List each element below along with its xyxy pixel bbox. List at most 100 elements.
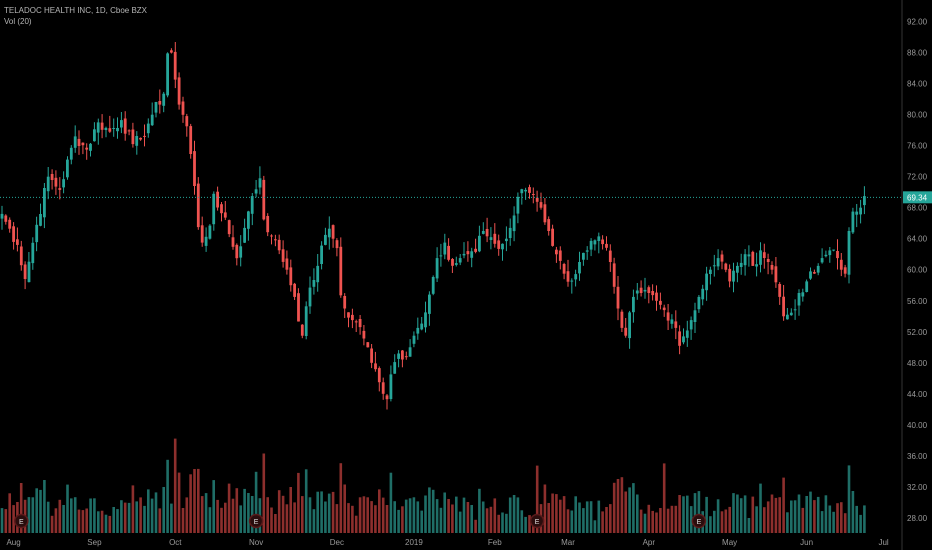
candle-body [639,287,643,293]
candle-body [689,320,693,330]
price-axis[interactable]: 92.00 88.00 84.00 80.00 76.00 72.00 68.00 64.00… [901,0,932,550]
candle-body [585,250,589,252]
volume-bar [266,497,269,533]
candle-body [4,215,8,222]
candle-body [682,336,685,343]
volume-bar [828,505,832,533]
earnings-marker: E [248,513,264,529]
time-axis[interactable]: AugSepOctNovDec2019FebMarAprMayJunJul2 [6,538,932,547]
candle-body [539,202,543,208]
candle-body [277,239,281,251]
volume-bar [93,498,96,533]
volume-bar [582,508,585,533]
volume-bar [420,510,423,533]
candle-body [366,342,370,348]
volume-bar [778,497,781,533]
volume-bar [551,493,554,533]
volume-bar [643,513,647,533]
volume-bar [813,500,816,533]
candle-body [143,135,146,137]
earnings-marker-label: E [254,519,259,526]
candle-body [685,330,689,338]
candle-body [285,258,289,270]
candle-body [335,240,339,249]
volume-bar [50,515,54,533]
candle-body [297,293,300,322]
candle-body [227,220,231,235]
candle-body [678,331,681,346]
volume-bar [166,459,169,533]
volume-bar [112,507,115,533]
candle-body [85,147,89,150]
candle-body [0,213,4,219]
time-tick-label: Nov [249,538,263,547]
price-tick-label: 32.00 [907,483,928,492]
time-tick-label: May [722,538,737,547]
volume-bar [520,510,524,533]
candle-body [12,226,15,242]
candle-body [813,272,816,274]
candle-body [381,382,385,394]
candle-body [755,264,758,267]
volume-bar [401,506,404,533]
candle-body [150,114,154,126]
candle-body [231,237,235,247]
candle-body [616,286,620,309]
volume-bar [801,507,805,533]
candle-body [528,187,531,193]
candle-body [851,211,855,233]
candle-body [836,251,839,259]
volume-bar [378,489,381,533]
price-tick-label: 88.00 [907,49,928,58]
candle-body [805,281,809,292]
candle-body [339,246,343,296]
volume-bar [863,505,866,533]
volume-bar [197,468,200,533]
candle-body [458,258,462,263]
candle-body [451,259,454,266]
candle-body [274,239,277,241]
volume-indicator-label: Vol (20) [4,17,32,26]
volume-bar [385,505,389,533]
volume-bar [766,501,770,533]
time-tick-label: Mar [561,538,575,547]
candle-body [593,240,597,245]
candle-body [54,177,58,187]
candle-body [778,284,782,297]
candle-body [732,270,735,282]
candle-body [401,350,404,360]
candle-body [397,353,400,359]
volume-bar [559,499,562,533]
candle-body [535,197,539,202]
volume-bar [247,493,250,533]
candle-body [216,191,219,208]
candle-body [709,269,712,274]
candle-body [370,348,373,363]
volume-bar [100,510,104,533]
volume-bar [97,511,100,533]
volume-bar [728,506,731,533]
candle-body [662,307,666,311]
volume-bar [77,509,81,533]
volume-bar [358,497,362,533]
volume-bar [120,500,123,533]
volume-bars [0,438,866,533]
volume-bar [716,499,720,533]
candle-body [485,229,489,237]
volume-bar [66,484,69,533]
volume-bar [123,502,127,533]
candle-body [859,207,862,215]
candle-body [300,324,304,336]
volume-bar [216,499,219,533]
candle-body [139,137,142,140]
last-price-badge [903,191,932,204]
price-tick-label: 36.00 [907,452,928,461]
candle-body [154,102,158,113]
candle-body [659,300,662,305]
candle-body [566,271,570,282]
price-tick-label: 92.00 [907,18,928,27]
volume-bar [73,497,77,533]
candle-body [701,288,705,300]
